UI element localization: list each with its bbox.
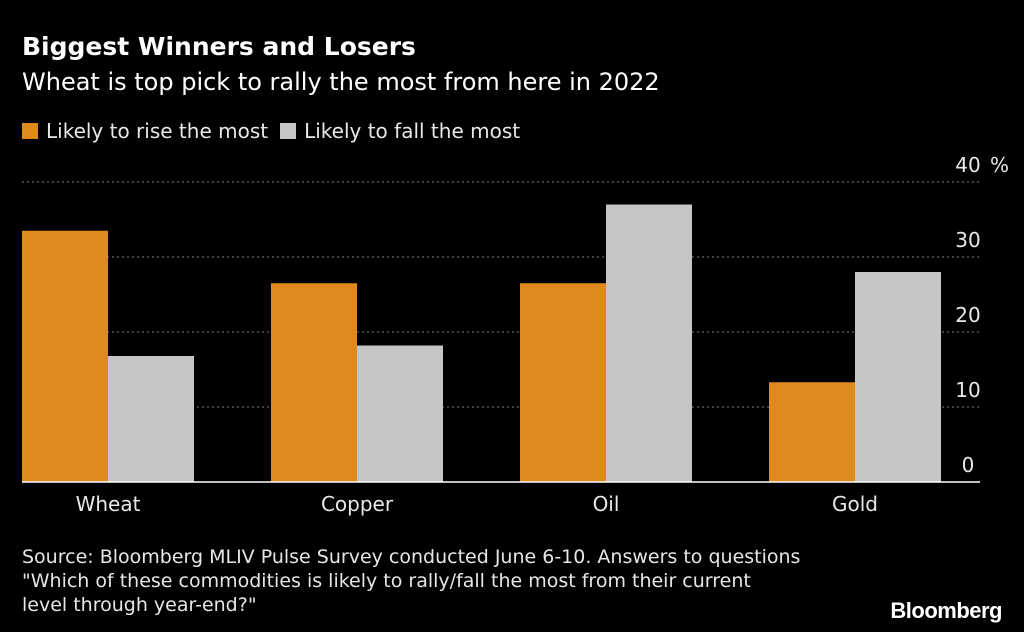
- bar-wheat-rise: [22, 230, 108, 482]
- x-tick-label-oil: Oil: [593, 492, 620, 516]
- bar-oil-fall: [606, 204, 692, 482]
- bar-gold-rise: [769, 382, 855, 482]
- legend-item-fall: Likely to fall the most: [280, 119, 520, 143]
- y-tick-label-0: 0: [962, 453, 975, 477]
- x-tick-label-wheat: Wheat: [76, 492, 141, 516]
- source-line-2: "Which of these commodities is likely to…: [22, 570, 751, 592]
- chart-subtitle: Wheat is top pick to rally the most from…: [22, 68, 660, 96]
- legend-swatch-fall: [280, 123, 297, 139]
- bar-wheat-fall: [108, 356, 194, 482]
- legend-label-rise: Likely to rise the most: [46, 119, 269, 143]
- legend-swatch-rise: [22, 123, 38, 139]
- source-note: Source: Bloomberg MLIV Pulse Survey cond…: [22, 545, 852, 617]
- chart-legend: Likely to rise the most Likely to fall t…: [22, 119, 532, 143]
- bar-oil-rise: [520, 283, 606, 482]
- bar-copper-rise: [271, 283, 357, 482]
- legend-item-rise: Likely to rise the most: [22, 119, 268, 143]
- bar-gold-fall: [855, 272, 941, 482]
- y-tick-label-20: 20: [955, 303, 980, 327]
- chart-title: Biggest Winners and Losers: [22, 32, 416, 61]
- legend-label-fall: Likely to fall the most: [304, 119, 521, 143]
- y-tick-label-40: 40: [955, 153, 980, 177]
- x-tick-label-gold: Gold: [832, 492, 878, 516]
- bloomberg-logo: Bloomberg: [890, 598, 1002, 623]
- x-tick-label-copper: Copper: [321, 492, 394, 516]
- bar-copper-fall: [357, 345, 443, 482]
- y-tick-label-10: 10: [955, 378, 980, 402]
- source-line-1: Source: Bloomberg MLIV Pulse Survey cond…: [22, 546, 801, 568]
- source-line-3: level through year-end?": [22, 594, 257, 616]
- y-unit-label: %: [990, 153, 1009, 177]
- y-tick-label-30: 30: [955, 228, 980, 252]
